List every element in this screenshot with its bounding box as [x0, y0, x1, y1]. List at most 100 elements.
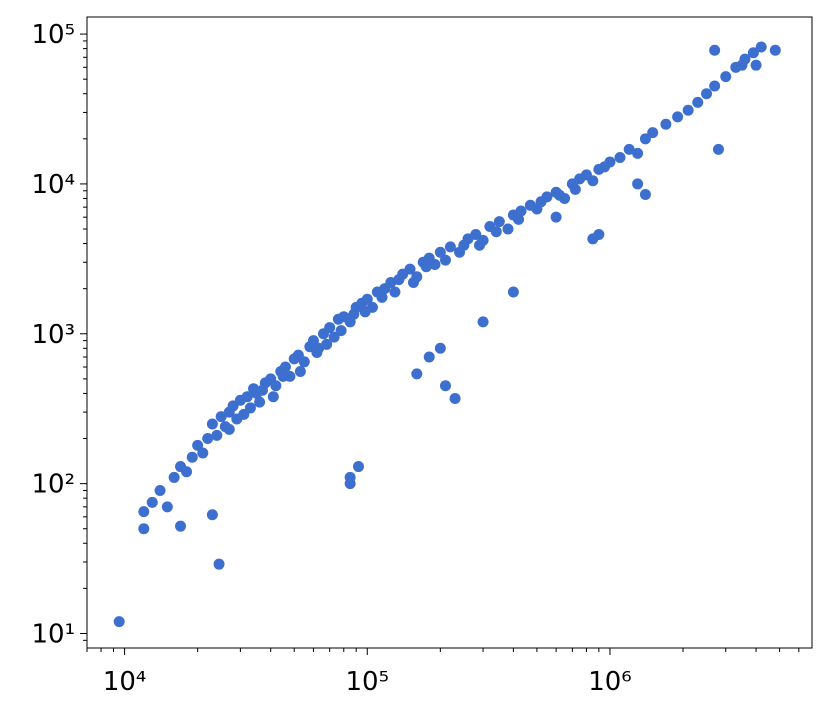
point	[324, 322, 336, 334]
point	[599, 161, 611, 173]
point	[352, 461, 364, 473]
point	[254, 396, 266, 408]
x-tick-label: 10⁴	[103, 667, 147, 697]
y-tick-label: 10⁵	[31, 20, 75, 50]
point	[647, 127, 659, 139]
point	[206, 418, 218, 430]
point	[507, 286, 519, 298]
point	[477, 316, 489, 328]
point	[439, 380, 451, 392]
point	[376, 291, 388, 303]
point	[632, 178, 644, 190]
point	[393, 274, 405, 286]
point	[154, 484, 166, 496]
point	[138, 506, 150, 518]
point	[270, 380, 282, 392]
point	[755, 41, 767, 53]
point	[515, 205, 527, 217]
point	[161, 501, 173, 513]
point	[423, 351, 435, 363]
y-tick-label: 10⁴	[31, 170, 75, 200]
point	[692, 96, 704, 108]
point	[639, 189, 651, 201]
point	[223, 423, 235, 435]
point	[470, 228, 482, 240]
point	[712, 143, 724, 155]
point	[206, 509, 218, 521]
point	[175, 520, 187, 532]
point	[490, 226, 502, 238]
point	[720, 71, 732, 83]
point	[709, 44, 721, 56]
point	[444, 241, 456, 253]
point	[321, 338, 333, 350]
point	[458, 239, 470, 251]
x-tick-label: 10⁵	[346, 667, 390, 697]
y-tick-label: 10¹	[31, 619, 75, 649]
point	[769, 44, 781, 56]
point	[328, 331, 340, 343]
point	[138, 523, 150, 535]
plot-area	[87, 17, 812, 648]
x-tick-label: 10⁶	[588, 667, 632, 697]
point	[709, 80, 721, 92]
point	[241, 391, 253, 403]
point	[587, 233, 599, 245]
point	[682, 104, 694, 116]
point	[420, 261, 432, 273]
point	[569, 183, 581, 195]
point	[294, 366, 306, 378]
point	[587, 175, 599, 187]
point	[429, 258, 441, 270]
point	[186, 451, 198, 463]
point	[701, 88, 713, 100]
point	[277, 370, 289, 382]
point	[197, 447, 209, 459]
point	[238, 408, 250, 420]
point	[311, 346, 323, 358]
point	[404, 263, 416, 275]
point	[550, 211, 562, 223]
point	[493, 216, 505, 228]
point	[279, 361, 291, 373]
point	[113, 616, 125, 628]
point	[168, 471, 180, 483]
point	[639, 133, 651, 145]
point	[513, 213, 525, 225]
point	[411, 368, 423, 380]
point	[344, 478, 356, 490]
point	[473, 239, 485, 251]
point	[660, 118, 672, 130]
point	[439, 254, 451, 266]
point	[348, 308, 360, 320]
point	[213, 558, 225, 570]
point	[267, 391, 279, 403]
point	[502, 223, 514, 235]
point	[449, 392, 461, 404]
point	[623, 143, 635, 155]
point	[181, 466, 193, 478]
point	[202, 433, 214, 445]
y-tick-label: 10²	[31, 470, 75, 500]
axes-frame	[86, 16, 813, 649]
point	[211, 429, 223, 441]
point	[256, 384, 268, 396]
point	[750, 59, 762, 71]
point	[632, 147, 644, 159]
point	[146, 496, 158, 508]
point	[434, 342, 446, 354]
point	[298, 356, 310, 368]
point	[535, 196, 547, 208]
point	[614, 152, 626, 164]
point	[359, 306, 371, 318]
point	[554, 189, 566, 201]
point	[389, 286, 401, 298]
point	[361, 293, 373, 305]
point	[434, 246, 446, 258]
y-tick-label: 10³	[31, 320, 75, 350]
point	[335, 325, 347, 337]
point	[215, 411, 227, 423]
point	[736, 59, 748, 71]
point	[407, 276, 419, 288]
